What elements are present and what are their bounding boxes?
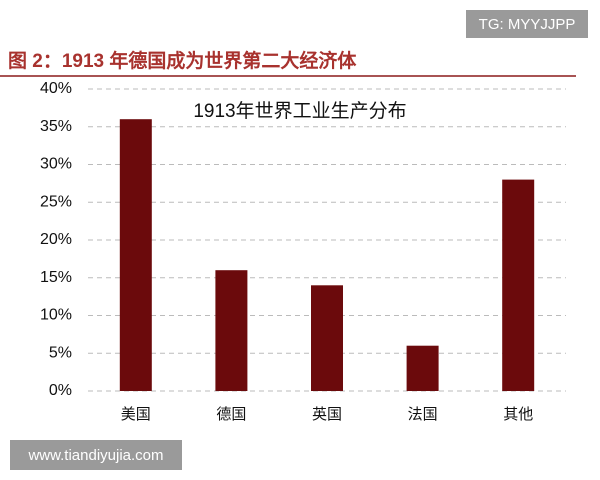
y-tick-label: 5% xyxy=(49,344,72,361)
x-tick-label: 美国 xyxy=(121,406,151,423)
figure-title: 图 2：1913 年德国成为世界第二大经济体 xyxy=(8,49,357,72)
y-tick-label: 25% xyxy=(40,193,72,210)
y-tick-label: 35% xyxy=(40,118,72,135)
bar xyxy=(502,179,535,391)
y-tick-label: 10% xyxy=(40,307,72,324)
watermark: www.tiandiyujia.com xyxy=(27,447,163,464)
y-tick-label: 20% xyxy=(40,231,72,248)
bar xyxy=(311,285,343,391)
bar xyxy=(406,345,439,391)
x-tick-label: 法国 xyxy=(408,406,438,423)
bar xyxy=(119,119,152,391)
x-tick-label: 英国 xyxy=(312,405,342,423)
watermark: TG: MYYJJPP xyxy=(479,16,576,33)
y-tick-label: 40% xyxy=(40,80,72,97)
chart-title: 1913年世界工业生产分布 xyxy=(193,100,406,122)
y-tick-label: 0% xyxy=(49,382,72,399)
x-tick-label: 德国 xyxy=(216,405,246,423)
y-tick-label: 30% xyxy=(40,156,72,173)
watermark-box xyxy=(10,440,182,470)
watermark-box xyxy=(466,10,588,38)
y-tick-label: 15% xyxy=(40,269,72,286)
x-tick-label: 其他 xyxy=(503,406,533,423)
bar xyxy=(215,270,248,391)
